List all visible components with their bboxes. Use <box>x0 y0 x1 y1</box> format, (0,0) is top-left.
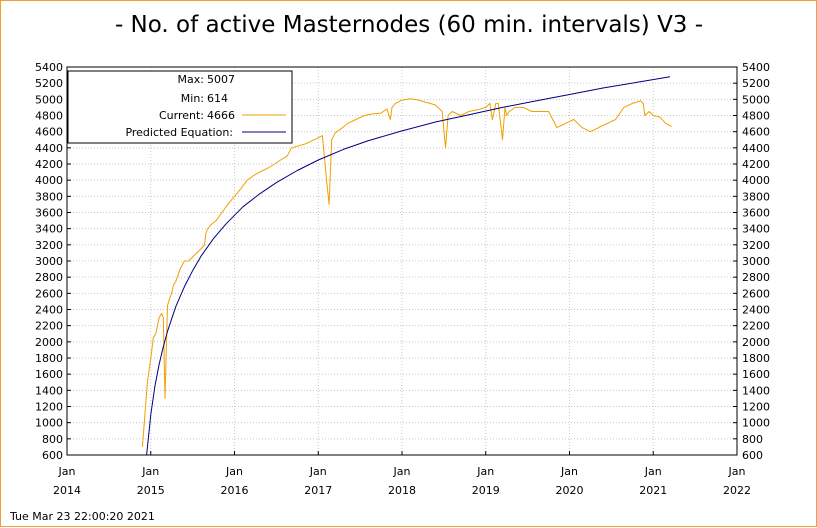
legend-box <box>67 70 293 144</box>
x-tick-month-label: Jan <box>560 465 578 478</box>
y-tick-label-left: 600 <box>42 449 63 462</box>
y-tick-label-right: 4200 <box>742 158 770 171</box>
y-tick-label-right: 5200 <box>742 77 770 90</box>
y-tick-label-left: 2000 <box>35 336 63 349</box>
y-tick-label-left: 800 <box>42 433 63 446</box>
legend-max-value: 5007 <box>207 73 235 86</box>
x-tick-year-label: 2014 <box>53 484 81 497</box>
y-tick-label-right: 2200 <box>742 320 770 333</box>
x-tick-month-label: Jan <box>644 465 662 478</box>
y-tick-label-right: 1600 <box>742 368 770 381</box>
y-tick-label-left: 1200 <box>35 401 63 414</box>
y-tick-label-left: 2600 <box>35 287 63 300</box>
y-tick-label-right: 2400 <box>742 304 770 317</box>
footer-timestamp: Tue Mar 23 22:00:20 2021 <box>9 510 155 523</box>
y-tick-label-left: 3000 <box>35 255 63 268</box>
y-tick-label-right: 3400 <box>742 223 770 236</box>
x-tick-month-label: Jan <box>393 465 411 478</box>
y-tick-label-right: 1400 <box>742 384 770 397</box>
y-tick-label-left: 4600 <box>35 126 63 139</box>
y-tick-label-right: 4000 <box>742 174 770 187</box>
y-tick-label-left: 1600 <box>35 368 63 381</box>
y-tick-label-left: 5000 <box>35 93 63 106</box>
x-tick-month-label: Jan <box>225 465 243 478</box>
plot-border <box>66 66 738 456</box>
legend-min-label: Min: <box>181 92 204 105</box>
legend-current-label: Current: <box>159 109 204 122</box>
y-tick-label-right: 600 <box>742 449 763 462</box>
y-tick-label-left: 4200 <box>35 158 63 171</box>
legend-predicted-label: Predicted Equation: <box>125 126 233 139</box>
x-tick-year-label: 2019 <box>472 484 500 497</box>
y-tick-label-left: 2400 <box>35 304 63 317</box>
y-tick-label-right: 2800 <box>742 271 770 284</box>
y-tick-label-left: 1000 <box>35 417 63 430</box>
x-tick-year-label: 2018 <box>388 484 416 497</box>
y-tick-label-left: 1400 <box>35 384 63 397</box>
series-line-current <box>141 98 672 447</box>
x-tick-year-label: 2021 <box>639 484 667 497</box>
y-tick-label-left: 4800 <box>35 110 63 123</box>
y-tick-label-right: 4400 <box>742 142 770 155</box>
x-tick-year-label: 2015 <box>137 484 165 497</box>
y-tick-label-right: 4800 <box>742 110 770 123</box>
x-tick-year-label: 2016 <box>221 484 249 497</box>
legend-min-value: 614 <box>207 92 228 105</box>
legend: Max: 5007 Min: 614 Current: 4666 Predict… <box>67 70 293 144</box>
y-tick-label-left: 3800 <box>35 190 63 203</box>
y-tick-label-left: 5400 <box>35 61 63 74</box>
y-tick-label-right: 3600 <box>742 207 770 220</box>
y-tick-label-left: 2200 <box>35 320 63 333</box>
series-lines <box>141 76 672 455</box>
y-tick-label-right: 1000 <box>742 417 770 430</box>
y-tick-label-right: 4600 <box>742 126 770 139</box>
y-tick-label-right: 5000 <box>742 93 770 106</box>
y-tick-label-right: 2000 <box>742 336 770 349</box>
y-tick-label-left: 3200 <box>35 239 63 252</box>
x-tick-month-label: Jan <box>58 465 76 478</box>
y-tick-label-right: 5400 <box>742 61 770 74</box>
x-tick-month-label: Jan <box>728 465 746 478</box>
y-tick-label-left: 3400 <box>35 223 63 236</box>
legend-max-label: Max: <box>178 73 204 86</box>
x-tick-year-label: 2017 <box>304 484 332 497</box>
x-tick-month-label: Jan <box>309 465 327 478</box>
x-tick-month-label: Jan <box>141 465 159 478</box>
x-tick-year-label: 2022 <box>723 484 751 497</box>
x-tick-month-label: Jan <box>476 465 494 478</box>
y-tick-label-left: 2800 <box>35 271 63 284</box>
y-tick-label-left: 4000 <box>35 174 63 187</box>
y-tick-label-right: 3200 <box>742 239 770 252</box>
y-tick-label-left: 5200 <box>35 77 63 90</box>
y-tick-label-right: 800 <box>742 433 763 446</box>
y-tick-label-right: 3800 <box>742 190 770 203</box>
series-line-predicted <box>146 76 671 455</box>
chart-title: - No. of active Masternodes (60 min. int… <box>115 12 703 38</box>
legend-current-value: 4666 <box>207 109 235 122</box>
y-tick-label-left: 1800 <box>35 352 63 365</box>
y-tick-label-right: 3000 <box>742 255 770 268</box>
y-tick-label-right: 1800 <box>742 352 770 365</box>
x-tick-year-label: 2020 <box>556 484 584 497</box>
y-tick-label-right: 1200 <box>742 401 770 414</box>
y-tick-label-left: 3600 <box>35 207 63 220</box>
axis-ticks: 600 600 800 800 1000 1000 1200 1200 1400 1400 1600… <box>35 61 770 497</box>
y-tick-label-left: 4400 <box>35 142 63 155</box>
y-tick-label-right: 2600 <box>742 287 770 300</box>
